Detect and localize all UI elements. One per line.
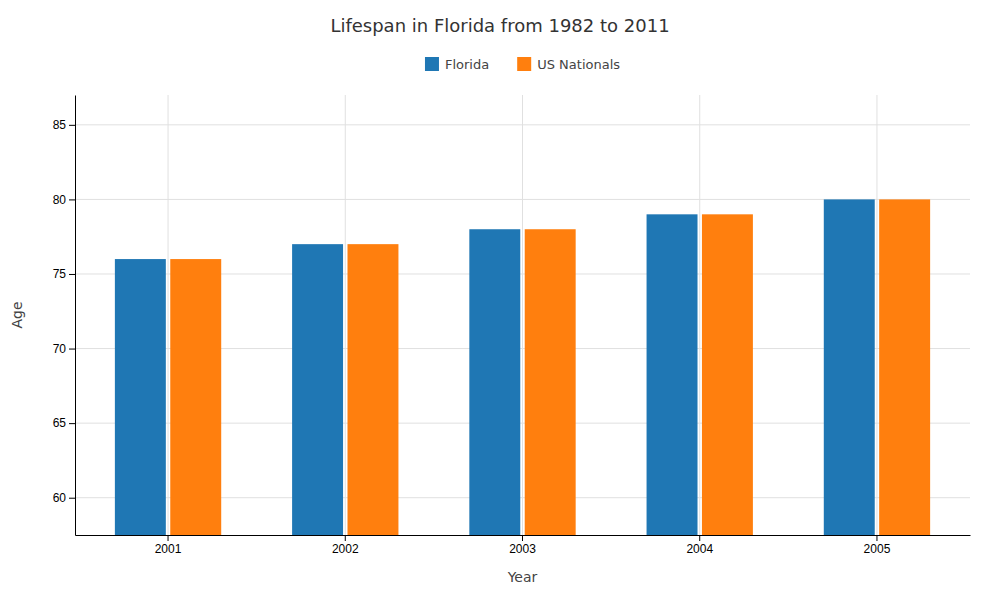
bar (879, 199, 930, 535)
x-tick: 2003 (509, 535, 536, 556)
legend-label: US Nationals (537, 57, 620, 72)
chart-svg: 60 65 70 75 80 85 2001 2002 2003 2004 2005 Lifespan… (0, 0, 1000, 600)
bar (292, 244, 343, 535)
y-tick: 75 (53, 267, 75, 281)
y-tick-label: 85 (53, 118, 67, 132)
legend-swatch (517, 57, 531, 71)
x-tick-mark (168, 535, 169, 541)
y-tick: 80 (53, 193, 75, 207)
x-grid-line (345, 95, 346, 535)
y-tick-label: 75 (53, 267, 67, 281)
grid (75, 95, 970, 535)
chart-container: 60 65 70 75 80 85 2001 2002 2003 2004 2005 Lifespan… (0, 0, 1000, 600)
legend: Florida US Nationals (425, 57, 620, 72)
bar-series (115, 199, 875, 535)
x-tick-label: 2003 (509, 542, 536, 556)
x-tick: 2001 (155, 535, 182, 556)
y-tick: 70 (53, 342, 75, 356)
y-tick-mark (69, 498, 75, 499)
y-tick-label: 60 (53, 491, 67, 505)
x-grid-line (168, 95, 169, 535)
y-tick: 85 (53, 118, 75, 132)
y-tick: 60 (53, 491, 75, 505)
y-tick-mark (69, 423, 75, 424)
y-tick-label: 65 (53, 416, 67, 430)
x-tick-label: 2005 (864, 542, 891, 556)
y-tick-label: 80 (53, 193, 67, 207)
legend-item: US Nationals (517, 57, 620, 72)
bar-series (170, 199, 930, 535)
x-tick: 2004 (686, 535, 713, 556)
x-grid-line (876, 95, 877, 535)
bar (115, 259, 166, 535)
x-grid-line (699, 95, 700, 535)
y-tick: 65 (53, 416, 75, 430)
bar (347, 244, 398, 535)
y-axis-line (75, 96, 76, 536)
x-axis: 2001 2002 2003 2004 2005 (76, 535, 971, 556)
bar (824, 199, 875, 535)
x-tick-label: 2004 (686, 542, 713, 556)
x-tick-mark (345, 535, 346, 541)
y-tick-mark (69, 199, 75, 200)
x-tick-label: 2002 (332, 542, 359, 556)
title: Lifespan in Florida from 1982 to 2011 (330, 15, 669, 36)
x-tick-mark (522, 535, 523, 541)
x-tick-label: 2001 (155, 542, 182, 556)
x-tick: 2002 (332, 535, 359, 556)
y-tick-mark (69, 125, 75, 126)
x-tick-mark (699, 535, 700, 541)
bar (525, 229, 576, 535)
y-tick-label: 70 (53, 342, 67, 356)
x-axis-label: Year (507, 569, 538, 585)
x-tick-mark (876, 535, 877, 541)
y-axis-label: Age (9, 301, 25, 328)
x-grid-line (522, 95, 523, 535)
legend-swatch (425, 57, 439, 71)
legend-label: Florida (445, 57, 489, 72)
plot-area: 60 65 70 75 80 85 2001 2002 2003 2004 2005 (53, 95, 971, 556)
y-axis: 60 65 70 75 80 85 (53, 96, 76, 536)
bar (702, 214, 753, 535)
x-tick: 2005 (864, 535, 891, 556)
bar (647, 214, 698, 535)
legend-item: Florida (425, 57, 489, 72)
bar (170, 259, 221, 535)
y-tick-mark (69, 349, 75, 350)
bar (469, 229, 520, 535)
bars (115, 199, 930, 535)
y-tick-mark (69, 274, 75, 275)
